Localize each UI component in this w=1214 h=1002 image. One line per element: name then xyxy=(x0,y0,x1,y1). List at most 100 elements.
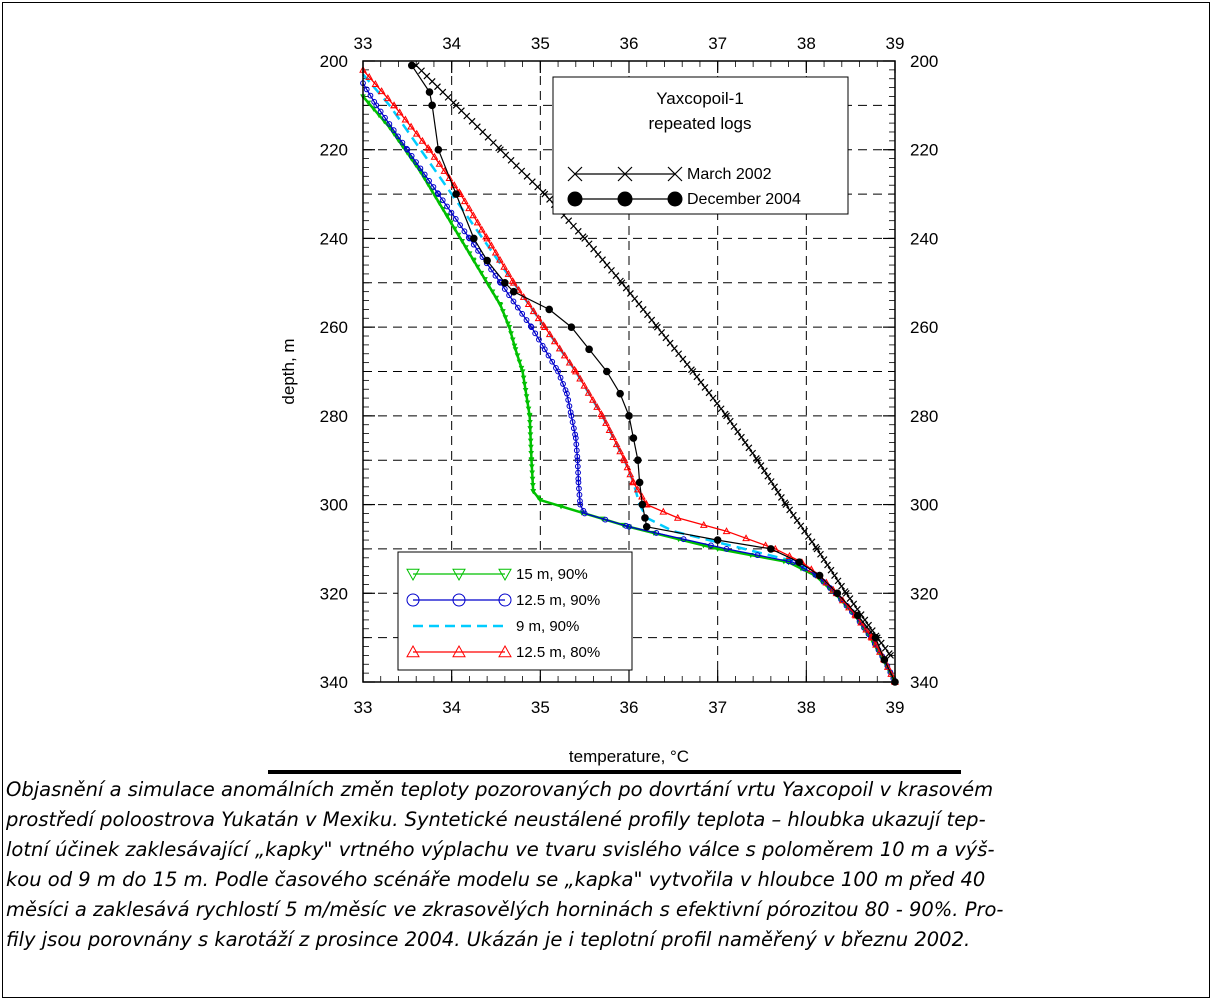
x-marker xyxy=(865,621,873,629)
caption-line: kou od 9 m do 15 m. Podle časového scéná… xyxy=(6,868,986,891)
triangle-down-marker xyxy=(370,106,377,112)
triangle-up-marker xyxy=(623,463,632,471)
figure-caption: Objasnění a simulace anomálních změn tep… xyxy=(6,775,1212,955)
circle-marker xyxy=(577,498,583,504)
x-marker xyxy=(820,556,828,563)
x-marker xyxy=(717,405,725,413)
triangle-up-marker xyxy=(633,485,642,493)
x-marker xyxy=(760,467,768,475)
triangle-down-marker xyxy=(502,315,509,321)
triangle-down-marker xyxy=(529,476,536,482)
x-marker xyxy=(868,627,876,634)
triangle-up-marker xyxy=(822,578,831,586)
x-tick-label-top: 35 xyxy=(531,34,550,53)
triangle-down-marker xyxy=(524,400,531,406)
x-tick-label-bottom: 36 xyxy=(620,698,639,717)
triangle-up-marker xyxy=(887,669,896,677)
triangle-up-marker xyxy=(576,374,584,382)
x-marker xyxy=(774,488,782,496)
triangle-up-marker xyxy=(829,585,837,593)
x-marker xyxy=(850,600,858,608)
triangle-up-marker xyxy=(785,551,794,559)
x-marker xyxy=(767,478,775,485)
triangle-down-marker xyxy=(509,337,516,343)
x-marker xyxy=(831,572,838,579)
x-marker xyxy=(512,162,520,170)
triangle-down-marker xyxy=(529,470,536,476)
x-marker xyxy=(581,235,589,242)
circle-marker xyxy=(577,501,584,508)
triangle-up-marker xyxy=(365,72,374,80)
x-tick-label-top: 34 xyxy=(442,34,461,53)
triangle-down-marker xyxy=(365,100,372,106)
tick-labels: 33 33 34 34 35 35 36 36 37 37 38 38 39 39 200 200 220 220… xyxy=(320,34,939,717)
triangle-down-marker xyxy=(440,207,446,213)
x-marker xyxy=(723,412,730,420)
y-tick-label-left: 260 xyxy=(320,318,348,337)
circle-marker xyxy=(767,545,775,553)
triangle-up-marker xyxy=(452,644,466,658)
triangle-up-marker xyxy=(430,152,439,160)
triangle-down-marker xyxy=(527,419,533,426)
triangle-down-marker xyxy=(528,451,535,457)
triangle-up-marker xyxy=(742,534,750,542)
x-tick-label-bottom: 35 xyxy=(531,698,550,717)
circle-marker xyxy=(572,431,578,438)
circle-marker xyxy=(557,374,564,381)
circle-marker xyxy=(754,552,761,559)
triangle-up-marker xyxy=(491,248,500,256)
triangle-up-marker xyxy=(401,115,410,123)
triangle-up-marker xyxy=(440,166,449,174)
triangle-up-marker xyxy=(673,513,682,521)
circle-marker xyxy=(576,485,582,492)
triangle-up-marker xyxy=(509,278,518,286)
circle-marker xyxy=(795,558,804,567)
x-marker xyxy=(439,88,447,96)
x-marker xyxy=(838,582,845,590)
triangle-down-marker xyxy=(451,226,458,232)
circle-marker xyxy=(395,133,401,140)
circle-marker xyxy=(887,669,894,676)
y-tick-label-left: 240 xyxy=(320,229,348,248)
triangle-up-marker xyxy=(605,426,614,433)
circle-marker xyxy=(708,542,714,549)
circle-marker xyxy=(566,403,573,409)
x-tick-label-top: 38 xyxy=(797,34,816,53)
circle-marker xyxy=(439,197,446,204)
x-marker xyxy=(789,511,797,519)
triangle-down-marker xyxy=(485,283,492,289)
x-marker xyxy=(675,350,683,358)
triangle-down-marker xyxy=(519,369,526,375)
caption-line: lotní účinek zaklesávající „kapky" vrtné… xyxy=(6,838,995,861)
x-marker xyxy=(764,472,772,480)
x-marker xyxy=(670,345,678,352)
x-marker xyxy=(618,279,626,287)
x-marker xyxy=(502,151,510,159)
series-line xyxy=(362,69,896,683)
circle-marker xyxy=(475,247,481,254)
circle-marker xyxy=(567,409,574,416)
circle-marker xyxy=(406,593,420,607)
triangle-up-marker xyxy=(659,507,668,515)
y-tick-label-left: 300 xyxy=(320,496,348,515)
caption-line: fily jsou porovnány s karotáží z prosinc… xyxy=(6,928,971,951)
x-marker xyxy=(749,449,757,457)
triangle-down-marker xyxy=(526,413,533,419)
x-marker xyxy=(484,133,492,141)
caption-line: Objasnění a simulace anomálních změn tep… xyxy=(6,778,994,801)
circle-marker xyxy=(506,292,513,299)
circle-marker xyxy=(452,593,466,607)
x-marker xyxy=(523,172,531,180)
x-marker xyxy=(585,240,593,248)
x-tick-label-bottom: 39 xyxy=(886,698,905,717)
circle-marker xyxy=(555,368,561,375)
circle-marker xyxy=(399,139,406,146)
triangle-down-marker xyxy=(432,194,439,200)
triangle-up-marker xyxy=(629,478,638,486)
circle-marker xyxy=(444,203,450,210)
legend-top: Yaxcopoil-1 repeated logs March 2002 Dece… xyxy=(552,76,849,215)
x-marker xyxy=(877,639,885,647)
legend-item: 12.5 m, 90% xyxy=(406,592,600,609)
caption-line: měsíci a zaklesává rychlostí 5 m/měsíc v… xyxy=(6,898,1004,921)
